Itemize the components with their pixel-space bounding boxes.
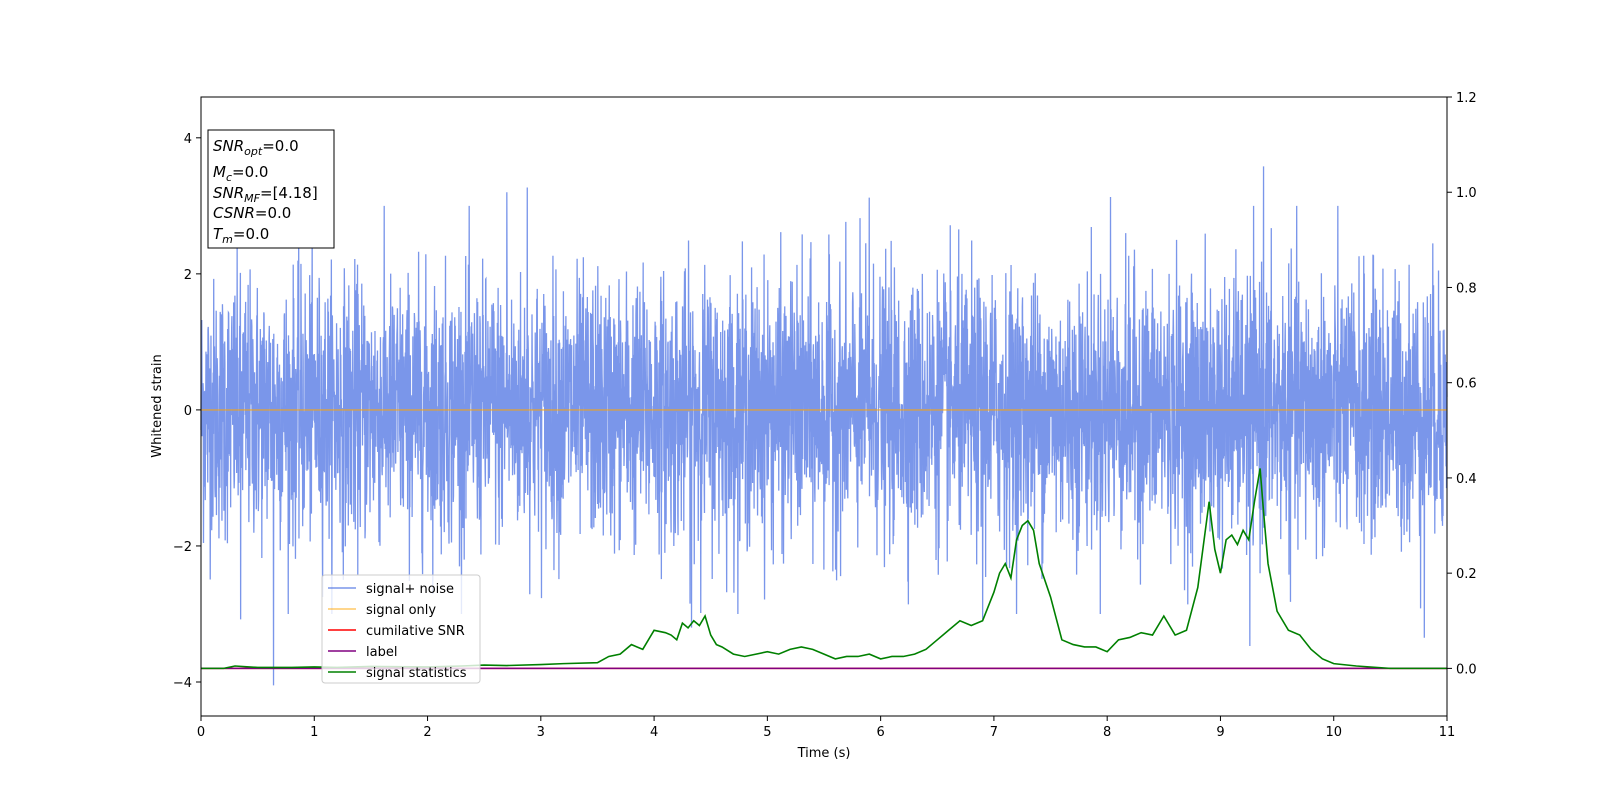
y-tick-label: 4 [184,132,192,147]
annotation-line: SNRMF=[4.18] [213,184,318,205]
series-line-signal-statistics [201,468,1447,670]
axes-frame [200,96,1448,717]
y-tick-label: 0 [184,404,192,419]
annotation-variable: T [213,225,224,243]
annotation-box-frame [207,129,335,249]
legend-frame [321,574,481,684]
annotation-value: =0.0 [233,225,269,243]
annotation-variable: CSNR [213,204,255,222]
y2-tick-label: 0.0 [1456,662,1477,677]
series-line-signal-plus-noise [200,166,1448,686]
annotation-line: Tm=0.0 [213,225,269,246]
annotation-variable: SNR [213,184,244,202]
annotation-value: =[4.18] [260,184,318,202]
x-tick-label: 6 [876,725,884,740]
annotation-box: SNRopt=0.0Mc=0.0SNRMF=[4.18]CSNR=0.0Tm=0… [207,129,335,249]
legend-label: signal+ noise [366,582,454,597]
annotation-line: SNRopt=0.0 [213,137,299,158]
annotation-subscript: m [222,233,233,246]
annotation-subscript: MF [244,192,260,205]
legend-items: signal+ noise signal only cumilative SNR la… [328,582,467,681]
legend-label: signal only [366,603,436,618]
x-tick-label: 8 [1103,725,1111,740]
x-tick-label: 0 [197,725,205,740]
annotation-value: =0.0 [255,204,291,222]
annotation-variable: SNR [213,137,244,155]
annotation-subscript: c [226,171,232,184]
legend-label: label [366,645,397,660]
y2-tick-label: 1.2 [1456,91,1477,106]
y2-axis-ticks: 0.0 0.2 0.4 0.6 0.8 1.0 1.2 [1447,91,1477,677]
y-axis-ticks: −4 −2 0 2 4 [173,132,201,691]
y2-tick-label: 0.8 [1456,281,1477,296]
y-axis-label: Whitened strain [150,354,165,457]
signal-plus-noise-series [200,166,1448,686]
y2-tick-label: 0.2 [1456,567,1477,582]
legend-label: cumilative SNR [366,624,465,639]
x-tick-label: 5 [763,725,771,740]
x-tick-label: 1 [310,725,318,740]
annotation-value: =0.0 [262,137,298,155]
x-tick-label: 4 [650,725,658,740]
legend[interactable]: signal+ noise signal only cumilative SNR la… [321,574,481,684]
y-tick-label: −2 [173,540,192,555]
annotation-line: Mc=0.0 [213,163,268,184]
x-axis-label: Time (s) [797,746,851,761]
annotation-line: CSNR=0.0 [213,204,291,222]
x-tick-label: 7 [990,725,998,740]
x-tick-label: 2 [423,725,431,740]
annotation-lines: SNRopt=0.0Mc=0.0SNRMF=[4.18]CSNR=0.0Tm=0… [213,137,318,246]
y-tick-label: −4 [173,676,192,691]
annotation-variable: M [213,163,226,181]
annotation-subscript: opt [244,145,263,158]
x-axis-ticks: 0 1 2 3 4 5 6 7 8 9 10 11 [197,716,1455,740]
x-tick-label: 10 [1325,725,1342,740]
annotation-value: =0.0 [232,163,268,181]
x-tick-label: 9 [1216,725,1224,740]
y2-tick-label: 0.4 [1456,472,1477,487]
legend-label: signal statistics [366,666,467,681]
x-tick-label: 3 [537,725,545,740]
y2-tick-label: 0.6 [1456,377,1477,392]
y-tick-label: 2 [184,268,192,283]
x-tick-label: 11 [1439,725,1456,740]
y2-tick-label: 1.0 [1456,186,1477,201]
